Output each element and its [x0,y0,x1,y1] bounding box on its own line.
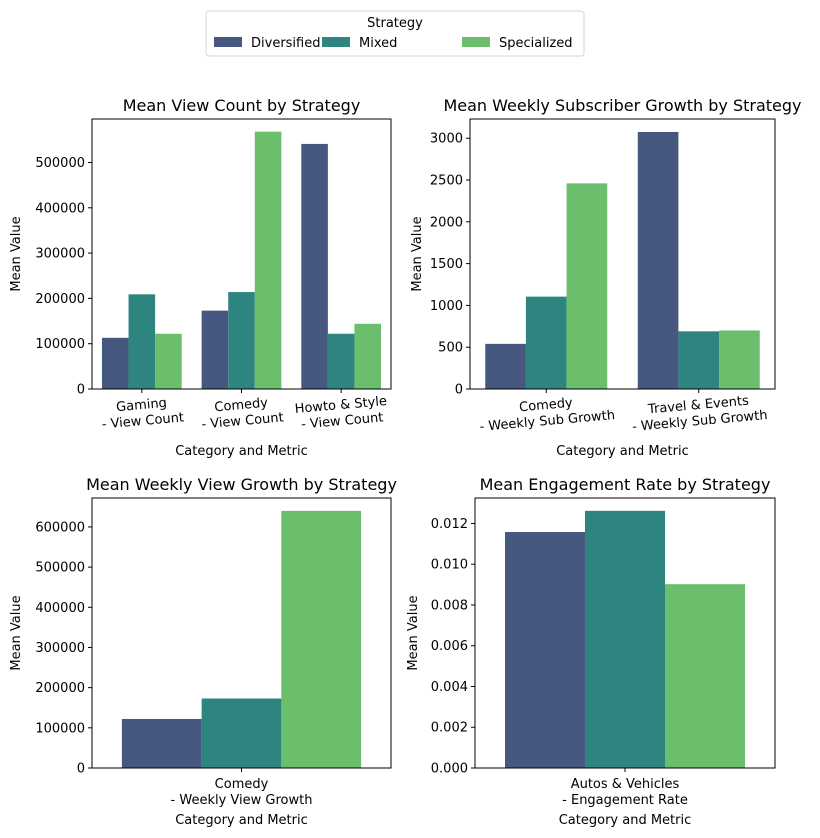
bar-mixed [228,292,255,389]
y-tick-label: 100000 [35,337,85,352]
legend-swatch-specialized [462,37,490,47]
y-tick-label: 1000 [430,299,463,314]
y-tick-label: 300000 [35,641,85,656]
y-tick-label: 0.004 [431,680,468,695]
x-axis-label: Category and Metric [556,444,689,459]
y-tick-label: 300000 [35,247,85,262]
y-tick-label: 0.008 [431,598,468,613]
bar-specialized [354,323,382,389]
y-tick-label: 2500 [430,174,463,189]
bar-specialized [719,330,760,389]
bar-specialized [566,183,608,389]
x-axis-label: Category and Metric [175,444,308,459]
bar-mixed [201,698,282,768]
x-tick-label: Comedy - Weekly View Growth [171,777,313,808]
y-tick-label: 400000 [35,201,85,216]
chart-title: Mean View Count by Strategy [123,96,361,115]
y-tick-label: 0 [455,383,463,398]
y-tick-label: 0 [77,762,85,777]
legend-swatch-diversified [214,37,242,47]
legend-label-mixed: Mixed [359,36,397,51]
bar-specialized [254,131,282,389]
y-tick-label: 500 [438,341,463,356]
bar-specialized [281,510,362,768]
y-tick-label: 500000 [35,156,85,171]
bar-diversified [101,337,129,389]
bar-mixed [585,510,665,768]
bar-mixed [128,294,156,389]
bar-diversified [485,343,526,389]
y-axis-label: Mean Value [406,595,421,670]
bar-mixed [525,296,567,389]
y-axis-label: Mean Value [9,595,24,670]
chart-panel-3: 0 100000 200000 300000 400000 500000 600000 Com… [9,475,397,828]
y-tick-label: 1500 [430,257,463,272]
bar-diversified [637,131,679,389]
x-tick-label: Autos & Vehicles - Engagement Rate [562,777,688,808]
bar-mixed [678,331,720,389]
y-tick-label: 200000 [35,681,85,696]
y-tick-label: 0.012 [431,517,468,532]
bar-diversified [201,310,229,389]
bar-diversified [505,532,585,768]
chart-panel-4: 0.000 0.002 0.004 0.006 0.008 0.010 0.012 Autos… [406,475,776,828]
x-tick-label: Comedy- View Count [199,394,284,432]
legend-label-specialized: Specialized [499,36,573,51]
y-tick-label: 0.002 [431,721,468,736]
y-tick-label: 100000 [35,721,85,736]
legend-swatch-mixed [322,37,350,47]
chart-panel-1: 0 100000 200000 300000 400000 500000 Gaming- V… [9,96,392,459]
y-tick-label: 0.000 [431,762,468,777]
legend-title: Strategy [367,16,423,31]
bar-mixed [327,333,355,389]
legend-label-diversified: Diversified [251,36,320,51]
chart-title: Mean Weekly Subscriber Growth by Strateg… [443,96,801,115]
chart-title: Mean Engagement Rate by Strategy [480,475,771,494]
y-tick-label: 500000 [35,561,85,576]
y-tick-label: 400000 [35,601,85,616]
bar-specialized [155,333,182,389]
y-tick-label: 0.010 [431,558,468,573]
bar-diversified [301,143,328,389]
y-tick-label: 600000 [35,520,85,535]
x-tick-label: Howto & Style- View Count [294,394,389,433]
axes-frame [469,118,776,390]
y-axis-label: Mean Value [410,216,425,291]
x-axis-label: Category and Metric [175,813,308,828]
chart-title: Mean Weekly View Growth by Strategy [86,475,397,494]
y-axis-label: Mean Value [9,216,24,291]
y-tick-label: 2000 [430,215,463,230]
x-tick-label: Gaming- View Count [100,394,185,432]
bar-specialized [665,584,745,768]
y-tick-label: 200000 [35,292,85,307]
bar-diversified [121,718,202,768]
y-tick-label: 3000 [430,132,463,147]
y-tick-label: 0.006 [431,639,468,654]
legend: Strategy Diversified Mixed Specialized [205,10,585,57]
x-axis-label: Category and Metric [559,813,692,828]
y-tick-label: 0 [77,383,85,398]
